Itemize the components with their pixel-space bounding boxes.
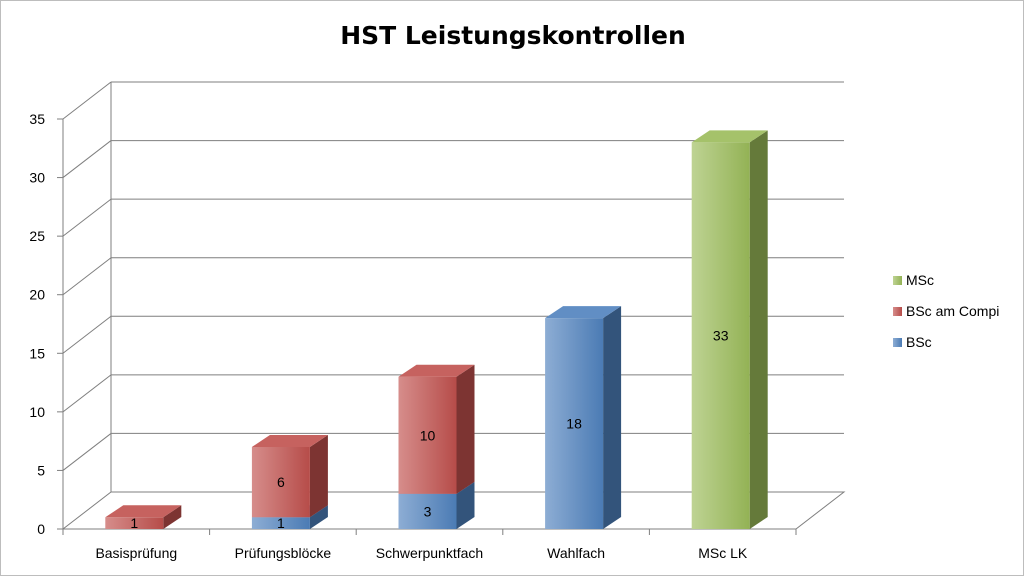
bar-bsc-am-compi-basisprufung-top bbox=[105, 505, 182, 518]
gridline-side bbox=[62, 198, 112, 237]
legend-label: MSc bbox=[906, 272, 934, 288]
gridline-side bbox=[62, 140, 112, 178]
chart-walls bbox=[62, 82, 112, 529]
gridline-side bbox=[62, 433, 112, 471]
bar-msc-msc-lk bbox=[691, 142, 750, 529]
bar-bsc-am-compi-schwerpunktfach-side bbox=[456, 364, 475, 494]
gridline-side bbox=[62, 315, 112, 354]
x-tick-label: Prüfungsblöcke bbox=[235, 545, 332, 561]
y-tick-label: 25 bbox=[29, 228, 45, 244]
data-label: 3 bbox=[424, 503, 432, 519]
bar-bsc-schwerpunktfach-side bbox=[456, 481, 475, 529]
gridline-side bbox=[62, 81, 112, 120]
data-label: 10 bbox=[420, 427, 436, 443]
bar-bsc-wahlfach bbox=[545, 318, 604, 529]
y-tick-label: 0 bbox=[37, 521, 45, 537]
legend-label: BSc bbox=[906, 334, 932, 350]
bar-bsc-am-compi-basisprufung bbox=[105, 517, 164, 529]
gridline-side bbox=[62, 257, 112, 296]
data-label: 1 bbox=[130, 515, 138, 531]
bar-bsc-am-compi-basisprufung-side bbox=[163, 505, 182, 529]
y-axis-ticks: 0 5 10 15 20 25 30 35 bbox=[29, 111, 63, 537]
x-tick-label: MSc LK bbox=[698, 545, 748, 561]
bar-bsc-wahlfach-top bbox=[545, 306, 622, 319]
y-tick-label: 15 bbox=[29, 345, 45, 361]
legend-swatch bbox=[893, 338, 902, 347]
data-label: 18 bbox=[566, 416, 582, 432]
bar-msc-msc-lk-side bbox=[749, 130, 768, 529]
y-tick-label: 30 bbox=[29, 170, 45, 186]
bar-bsc-am-compi-prufungsblocke-side bbox=[309, 435, 328, 518]
bar-bsc-schwerpunktfach bbox=[398, 493, 457, 529]
bar-bsc-wahlfach-side bbox=[603, 306, 622, 529]
bar-bsc-am-compi-prufungsblocke-top bbox=[251, 435, 328, 447]
x-axis-ticks: Basisprüfung Prüfungsblöcke Schwerpunktfac… bbox=[62, 529, 797, 561]
y-tick-label: 5 bbox=[37, 462, 45, 478]
gridline-side bbox=[62, 374, 112, 413]
x-tick-label: Schwerpunktfach bbox=[376, 545, 483, 561]
legend-swatch bbox=[893, 276, 902, 285]
y-tick-label: 20 bbox=[29, 287, 45, 303]
legend-label: BSc am Compi bbox=[906, 303, 999, 319]
bar-msc-msc-lk-top bbox=[691, 130, 768, 143]
chart-title: HST Leistungskontrollen bbox=[340, 21, 686, 50]
x-tick-label: Wahlfach bbox=[547, 545, 605, 561]
bar-bsc-prufungsblocke bbox=[251, 517, 310, 529]
bar-bsc-prufungsblocke-side bbox=[309, 505, 328, 529]
legend: MSc BSc am Compi BSc bbox=[893, 272, 999, 350]
data-label: 6 bbox=[277, 474, 285, 490]
bar-bsc-am-compi-prufungsblocke bbox=[251, 447, 310, 518]
bars: 1 1 6 3 10 18 33 bbox=[105, 130, 768, 531]
y-tick-label: 10 bbox=[29, 404, 45, 420]
bar-bsc-am-compi-schwerpunktfach-top bbox=[398, 364, 475, 377]
legend-swatch bbox=[893, 307, 902, 316]
x-tick-label: Basisprüfung bbox=[95, 545, 177, 561]
y-tick-label: 35 bbox=[29, 111, 45, 127]
bar-bsc-am-compi-schwerpunktfach bbox=[398, 376, 457, 494]
data-label: 1 bbox=[277, 515, 285, 531]
data-label: 33 bbox=[713, 328, 729, 344]
